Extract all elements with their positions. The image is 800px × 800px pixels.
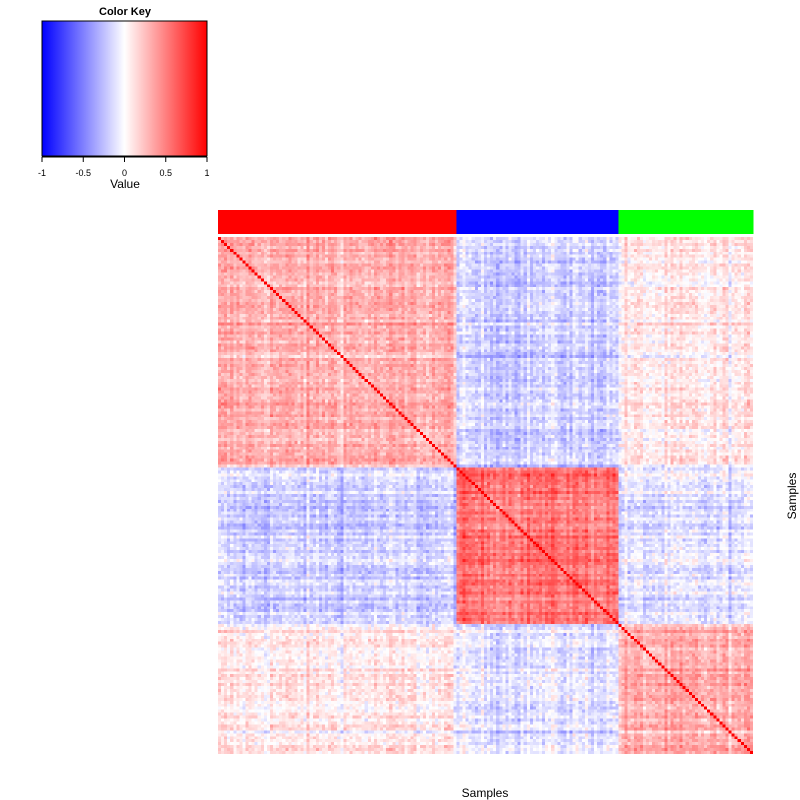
color-key-gradient xyxy=(41,20,208,157)
color-key-label: Value xyxy=(110,177,140,191)
group-bar-segment-1 xyxy=(218,210,457,234)
color-key-tick-label: 0.5 xyxy=(159,168,172,178)
color-key-tick-label: -1 xyxy=(38,168,46,178)
y-axis-label: Samples xyxy=(785,473,799,520)
color-key: Color Key -1 -0.5 0 0.5 1 Value xyxy=(38,6,210,191)
color-key-tick-label: 1 xyxy=(204,168,209,178)
color-key-tick-label: -0.5 xyxy=(75,168,91,178)
x-axis-label: Samples xyxy=(462,786,509,800)
color-key-title: Color Key xyxy=(99,6,152,18)
color-key-ticks: -1 -0.5 0 0.5 1 xyxy=(38,157,210,178)
group-bar-segment-2 xyxy=(456,210,619,234)
heatmap-cells xyxy=(218,237,753,754)
group-color-bar xyxy=(218,210,754,234)
group-bar-segment-3 xyxy=(618,210,754,234)
color-key-tick-label: 0 xyxy=(122,168,127,178)
